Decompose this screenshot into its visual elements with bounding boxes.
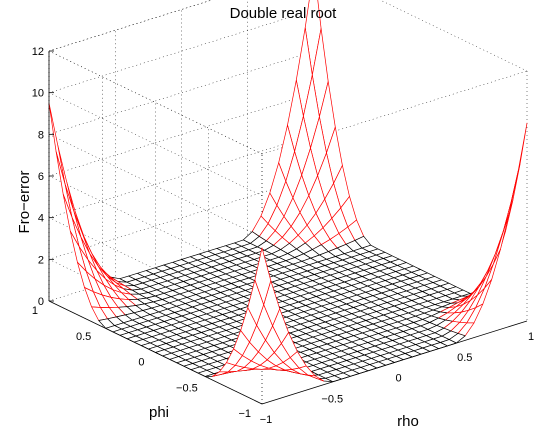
chart-title: Double real root bbox=[230, 5, 338, 22]
rho-tick-label-1: −0.5 bbox=[321, 393, 343, 405]
z-tick-label-6: 12 bbox=[32, 46, 44, 58]
mesh-cell bbox=[254, 247, 272, 305]
rho-axis-line bbox=[261, 320, 528, 405]
phi-tick-label-3: 0.5 bbox=[76, 331, 91, 343]
mesh-cell bbox=[55, 151, 73, 218]
z-tick-label-5: 10 bbox=[32, 88, 44, 100]
y-axis-label: phi bbox=[149, 404, 169, 421]
phi-tick-label-0: −1 bbox=[238, 408, 251, 420]
box-edge-3 bbox=[48, 50, 263, 155]
box-edge-5 bbox=[379, 0, 528, 72]
z-tick-label-2: 4 bbox=[38, 213, 44, 225]
x-axis-label: rho bbox=[397, 413, 419, 430]
surface-mesh bbox=[48, 0, 528, 383]
mesh-cell bbox=[501, 170, 519, 236]
rho-tick-label-3: 0.5 bbox=[457, 352, 472, 364]
z-axis-label: Fro−error bbox=[16, 171, 33, 234]
rho-tick-label-4: 1 bbox=[528, 331, 534, 343]
rho-tick-label-0: −1 bbox=[260, 414, 273, 426]
phi-tick-label-2: 0 bbox=[138, 357, 144, 369]
z-tick-label-3: 6 bbox=[38, 171, 44, 183]
mesh-cell bbox=[48, 102, 66, 184]
mesh-cell bbox=[493, 212, 510, 265]
tick-labels: 0 2 4 6 8 10 12 −1 −0.5 0 0.5 1 −1 −0.5 0 0.5 1 bbox=[32, 46, 534, 426]
rho-tick-label-2: 0 bbox=[395, 373, 401, 385]
z-tick-label-0: 0 bbox=[38, 296, 44, 308]
z-tick-label-1: 2 bbox=[38, 254, 44, 266]
phi-tick-label-1: −0.5 bbox=[176, 382, 198, 394]
mesh-cell bbox=[484, 248, 501, 289]
z-tick-label-4: 8 bbox=[38, 129, 44, 141]
axes-box-front bbox=[48, 50, 528, 405]
phi-tick-label-4: 1 bbox=[32, 305, 38, 317]
phi-axis-line bbox=[48, 300, 263, 405]
